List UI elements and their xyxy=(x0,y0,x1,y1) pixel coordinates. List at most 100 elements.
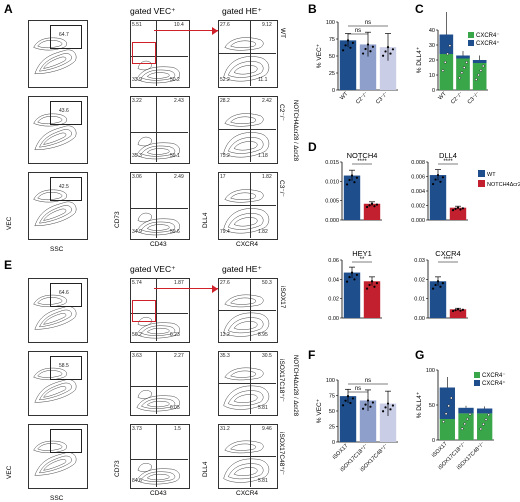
data-point xyxy=(450,396,453,400)
data-point xyxy=(361,407,365,410)
contour-line xyxy=(136,468,180,485)
contour-line xyxy=(223,312,270,337)
contour-plot xyxy=(136,317,180,339)
data-point xyxy=(371,401,375,404)
data-point xyxy=(364,403,367,406)
quadrant-line-v xyxy=(156,278,157,341)
contour-line xyxy=(230,192,257,200)
data-point xyxy=(344,399,347,402)
data-point xyxy=(454,309,457,312)
data-point xyxy=(365,287,369,290)
quadrant-line-v xyxy=(156,351,157,414)
contour-line xyxy=(34,49,77,75)
y-axis-label-vec: VEC xyxy=(6,216,13,230)
significance-label: **** xyxy=(443,159,453,165)
y-tick-label: 50 xyxy=(329,54,335,60)
contour-line xyxy=(136,322,180,339)
contour-line xyxy=(136,142,180,160)
gate-box xyxy=(50,177,82,201)
facs-cd43-cd73-plot xyxy=(130,351,190,416)
quadrant-value: 52.2 xyxy=(220,77,230,83)
contour-line xyxy=(33,113,68,127)
quadrant-value: 33.9 xyxy=(132,77,142,83)
y-tick-label: 25 xyxy=(329,425,335,431)
y-axis-label: % DLL4⁺ xyxy=(416,391,423,418)
data-point xyxy=(341,49,345,52)
contour-line xyxy=(223,56,270,82)
panel-label-c: C xyxy=(415,2,424,16)
quadrant-value: 10.4 xyxy=(174,22,184,28)
contour-line xyxy=(33,189,68,203)
facs-cd43-cd73-plot xyxy=(130,172,190,240)
contour-line xyxy=(39,129,72,148)
contour-plot xyxy=(223,113,270,158)
legend-label: CXCR4⁻ xyxy=(476,33,500,39)
y-tick-label: 50 xyxy=(429,403,435,409)
data-point xyxy=(373,285,376,288)
data-point xyxy=(373,205,376,208)
y-tick-label: 0.008 xyxy=(411,160,425,166)
contour-line xyxy=(146,473,170,481)
panel-label-g: G xyxy=(415,348,425,362)
data-point xyxy=(436,173,440,177)
data-point xyxy=(456,206,460,209)
contour-line xyxy=(37,370,63,378)
y-tick-label: 75 xyxy=(329,394,335,400)
data-point xyxy=(459,309,462,312)
contour-line xyxy=(39,205,72,224)
contour-plot xyxy=(223,37,270,82)
data-point xyxy=(446,52,449,56)
quadrant-value: 3.06 xyxy=(132,174,142,180)
data-point xyxy=(484,418,488,421)
data-point xyxy=(456,308,460,311)
data-point xyxy=(365,205,369,209)
chart-title: HEY1 xyxy=(352,249,372,258)
gate-percent: 43.6 xyxy=(59,108,69,114)
contour-plot xyxy=(136,390,180,412)
quadrant-line-h xyxy=(218,53,276,54)
contour-line xyxy=(141,471,176,482)
y-axis-label-cd73: CD73 xyxy=(114,211,121,228)
y-axis-label-dll4: DLL4 xyxy=(202,461,209,477)
y-tick-label: 0 xyxy=(332,88,335,94)
contour-plot xyxy=(223,189,270,234)
contour-line xyxy=(39,309,72,328)
quadrant-value: 2.43 xyxy=(174,98,184,104)
data-point xyxy=(375,203,379,206)
contour-line xyxy=(39,382,72,401)
data-point xyxy=(447,404,451,408)
y-tick-label: 20 xyxy=(429,58,435,64)
bar xyxy=(339,396,357,442)
contour-line xyxy=(230,116,257,124)
x-axis-label-cd43: CD43 xyxy=(150,490,167,497)
y-axis-label: % DLL4⁺ xyxy=(416,46,423,73)
gate-percent: 58.5 xyxy=(59,363,69,369)
contour-line xyxy=(137,212,152,223)
contour-line xyxy=(230,370,257,378)
row-genotype-label: C2⁻/⁻ xyxy=(278,104,285,121)
y-tick-label: 0.02 xyxy=(414,277,425,283)
data-point xyxy=(439,285,442,288)
x-tick-label: iSOX17C18⁺/⁻ xyxy=(339,442,370,473)
x-tick-label: C3⁻/⁻ xyxy=(375,91,389,105)
y-tick-label: 0.000 xyxy=(411,218,425,224)
contour-line xyxy=(224,189,264,203)
contour-line xyxy=(43,313,67,325)
contour-line xyxy=(233,321,258,330)
contour-line xyxy=(233,65,258,75)
x-tick-label: C2⁻/⁻ xyxy=(450,91,464,105)
quadrant-value: 5.81 xyxy=(258,405,268,411)
quadrant-value: 17 xyxy=(220,174,226,180)
data-point xyxy=(391,48,395,51)
contour-line xyxy=(228,61,264,78)
data-point xyxy=(451,209,455,212)
facs-cxcr4-dll4-plot xyxy=(218,351,278,416)
quadrant-value: 30.5 xyxy=(262,353,272,359)
y-tick-label: 10 xyxy=(429,73,435,79)
data-point xyxy=(361,52,365,55)
y-tick-label: 30 xyxy=(429,43,435,49)
x-axis-label-cxcr4: CXCR4 xyxy=(236,490,259,497)
header-gated-vec: gated VEC⁺ xyxy=(130,264,176,274)
quadrant-line-h xyxy=(218,205,276,206)
gate-percent: 42.5 xyxy=(59,184,69,190)
